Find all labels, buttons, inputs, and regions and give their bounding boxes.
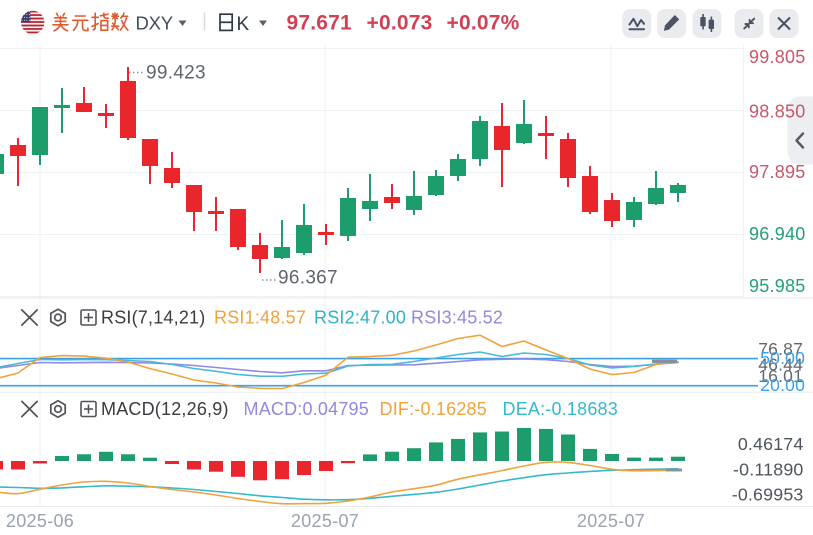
svg-text:97.671: 97.671 [287,12,353,35]
svg-text:DEA:-0.18683: DEA:-0.18683 [503,399,618,419]
svg-text:76.87: 76.87 [758,339,803,359]
svg-text:20.00: 20.00 [760,375,805,395]
svg-text:97.895: 97.895 [749,162,806,182]
svg-text:50.00: 50.00 [760,348,805,368]
svg-text:+0.07%: +0.07% [447,12,520,35]
svg-text:RSI1:48.57: RSI1:48.57 [214,308,306,328]
svg-text:96.940: 96.940 [749,224,806,244]
svg-text:RSI2:47.00: RSI2:47.00 [314,308,406,328]
svg-text:46.44: 46.44 [758,355,803,375]
svg-text:99.423: 99.423 [146,63,206,84]
svg-text:0.46174: 0.46174 [738,434,804,454]
svg-text:99.805: 99.805 [749,47,806,67]
svg-text:96.367: 96.367 [278,268,338,289]
svg-text:2025-06: 2025-06 [6,511,74,531]
svg-text:RSI3:45.52: RSI3:45.52 [411,308,503,328]
svg-text:-0.69953: -0.69953 [732,485,804,505]
svg-text:DIF:-0.16285: DIF:-0.16285 [380,399,487,419]
svg-text:MACD:0.04795: MACD:0.04795 [244,399,369,419]
svg-text:-0.11890: -0.11890 [733,459,803,479]
svg-text:95.985: 95.985 [749,276,806,296]
svg-text:MACD(12,26,9): MACD(12,26,9) [101,399,229,419]
svg-text:2025-07: 2025-07 [291,511,359,531]
svg-text:16.01: 16.01 [758,366,803,386]
svg-text:K: K [237,14,250,35]
svg-text:DXY: DXY [136,13,173,34]
svg-text:98.850: 98.850 [749,102,806,122]
svg-text:2025-07: 2025-07 [577,511,645,531]
svg-text:+0.073: +0.073 [367,12,433,35]
svg-text:RSI(7,14,21): RSI(7,14,21) [101,308,205,328]
